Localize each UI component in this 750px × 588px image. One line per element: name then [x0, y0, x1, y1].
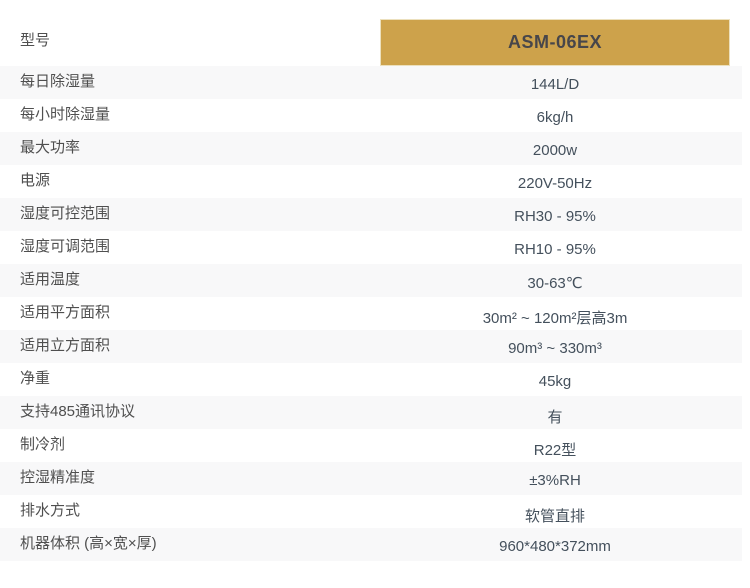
table-row: 排水方式 软管直排 — [0, 495, 742, 528]
row-label: 控湿精准度 — [20, 469, 96, 486]
row-label: 每日除湿量 — [20, 73, 96, 90]
row-label: 支持485通讯协议 — [20, 403, 136, 420]
table-row: 制冷剂 R22型 — [0, 429, 742, 462]
table-row: 适用温度 30-63℃ — [0, 264, 742, 297]
row-value: R22型 — [533, 442, 577, 459]
row-value: 2000w — [532, 142, 578, 159]
product-spec-table: 型号 ASM-06EX 每日除湿量 144L/D 每小时除湿量 6kg/h 最大… — [0, 19, 742, 561]
table-row: 支持485通讯协议 有 — [0, 396, 742, 429]
row-value: 220V-50Hz — [517, 175, 593, 192]
row-value: 30m² ~ 120m²层高3m — [482, 310, 628, 327]
row-value: 90m³ ~ 330m³ — [508, 340, 602, 357]
table-row: 净重 45kg — [0, 363, 742, 396]
table-row: 适用立方面积 90m³ ~ 330m³ — [0, 330, 742, 363]
table-row: 电源 220V-50Hz — [0, 165, 742, 198]
spec-header-row: 型号 ASM-06EX — [0, 19, 742, 66]
row-label: 湿度可调范围 — [20, 238, 111, 255]
row-label: 机器体积 (高×宽×厚) — [20, 535, 157, 552]
row-label: 最大功率 — [20, 139, 81, 156]
spec-rows: 每日除湿量 144L/D 每小时除湿量 6kg/h 最大功率 2000w 电源 … — [0, 66, 742, 561]
row-value: ±3%RH — [529, 472, 581, 489]
row-value: 144L/D — [530, 76, 580, 93]
table-row: 控湿精准度 ±3%RH — [0, 462, 742, 495]
table-row: 每小时除湿量 6kg/h — [0, 99, 742, 132]
row-value: 有 — [547, 409, 563, 426]
row-value: RH10 - 95% — [514, 241, 596, 258]
model-label: 型号 — [20, 32, 51, 49]
table-row: 适用平方面积 30m² ~ 120m²层高3m — [0, 297, 742, 330]
table-row: 最大功率 2000w — [0, 132, 742, 165]
row-value: 30-63℃ — [527, 275, 583, 292]
row-label: 适用立方面积 — [20, 337, 111, 354]
row-value: 960*480*372mm — [499, 538, 611, 555]
row-value: 45kg — [538, 373, 572, 390]
row-value: 软管直排 — [524, 508, 585, 525]
row-label: 适用平方面积 — [20, 304, 111, 321]
row-value: RH30 - 95% — [514, 208, 596, 225]
row-label: 制冷剂 — [20, 436, 66, 453]
row-label: 净重 — [20, 370, 51, 387]
table-row: 湿度可调范围 RH10 - 95% — [0, 231, 742, 264]
row-label: 适用温度 — [20, 271, 81, 288]
row-label: 每小时除湿量 — [20, 106, 111, 123]
table-row: 湿度可控范围 RH30 - 95% — [0, 198, 742, 231]
table-row: 每日除湿量 144L/D — [0, 66, 742, 99]
row-label: 湿度可控范围 — [20, 205, 111, 222]
row-label: 电源 — [20, 172, 51, 189]
model-value-badge: ASM-06EX — [380, 19, 730, 66]
row-value: 6kg/h — [536, 109, 574, 126]
row-label: 排水方式 — [20, 502, 81, 519]
table-row: 机器体积 (高×宽×厚) 960*480*372mm — [0, 528, 742, 561]
